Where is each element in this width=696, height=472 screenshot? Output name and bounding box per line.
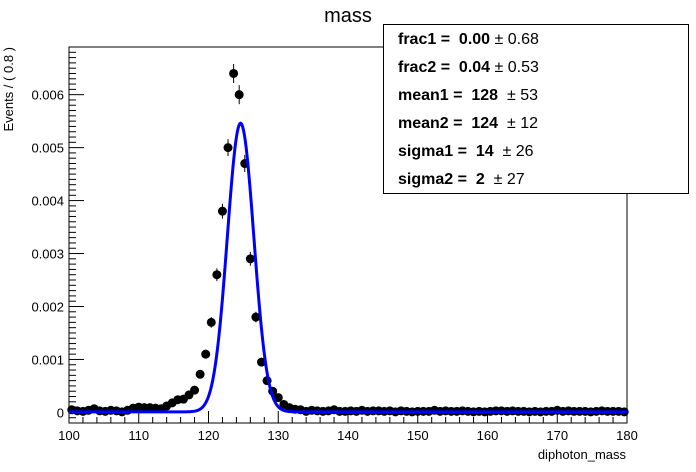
x-axis: 100 110 120 130 140 150 160 170 180 <box>58 411 638 443</box>
x-tick-label: 110 <box>128 428 149 443</box>
chart-title: mass <box>324 5 372 27</box>
data-point <box>212 268 222 282</box>
data-point <box>229 63 239 84</box>
x-axis-label: diphoton_mass <box>538 447 627 462</box>
data-point <box>206 317 216 328</box>
y-tick-label: 0.006 <box>31 88 64 103</box>
y-tick-label: 0.005 <box>31 141 64 156</box>
legend-mean2: mean2 = 124 ± 12 <box>398 115 538 132</box>
y-tick-label: 0.001 <box>31 352 64 367</box>
x-tick-label: 130 <box>267 428 289 443</box>
data-point <box>195 369 205 379</box>
x-tick-label: 100 <box>58 428 80 443</box>
legend-sigma1: sigma1 = 14 ± 26 <box>398 143 534 160</box>
data-point <box>190 385 200 395</box>
legend-frac1: frac1 = 0.00 ± 0.68 <box>398 31 539 48</box>
y-tick-label: 0.003 <box>31 247 64 262</box>
data-point <box>273 393 283 403</box>
x-tick-label: 120 <box>198 428 220 443</box>
data-point <box>251 311 261 323</box>
y-axis: 0 0.001 0.002 0.003 0.004 0.005 0.006 <box>31 51 84 420</box>
data-point <box>245 251 255 266</box>
x-tick-label: 140 <box>337 428 359 443</box>
x-tick-label: 180 <box>616 428 638 443</box>
y-tick-label: 0 <box>57 405 64 420</box>
x-tick-label: 170 <box>546 428 568 443</box>
legend-sigma2: sigma2 = 2 ± 27 <box>398 171 525 188</box>
data-point <box>201 349 211 359</box>
x-tick-label: 150 <box>407 428 429 443</box>
data-point <box>217 203 227 219</box>
y-axis-label: Events / ( 0.8 ) <box>1 47 16 132</box>
legend-frac2: frac2 = 0.04 ± 0.53 <box>398 59 539 76</box>
fit-parameters-box: frac1 = 0.00 ± 0.68 frac2 = 0.04 ± 0.53 … <box>383 24 689 194</box>
data-point <box>223 139 233 157</box>
x-tick-label: 160 <box>477 428 499 443</box>
y-tick-label: 0.002 <box>31 299 64 314</box>
legend-mean1: mean1 = 128 ± 53 <box>398 87 538 104</box>
y-tick-label: 0.004 <box>31 194 64 209</box>
data-point <box>234 85 244 105</box>
fit-curve <box>69 121 627 414</box>
